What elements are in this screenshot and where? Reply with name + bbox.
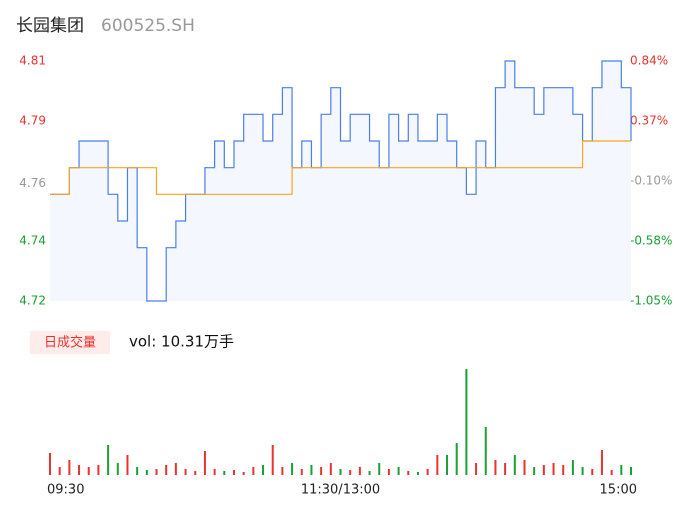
y-tick-label: 4.72 — [19, 294, 46, 308]
volume-bar — [620, 465, 623, 475]
volume-bar — [58, 467, 61, 475]
volume-bar — [136, 467, 139, 475]
volume-bar — [397, 467, 400, 475]
volume-bar — [465, 369, 468, 475]
volume-bar — [184, 469, 187, 475]
volume-bar — [155, 469, 158, 475]
volume-bar — [242, 472, 245, 475]
volume-bar — [610, 470, 613, 475]
volume-bar — [475, 463, 478, 475]
volume-bar — [455, 443, 458, 475]
volume-bar — [513, 455, 516, 475]
volume-bar — [49, 453, 51, 475]
volume-bar — [426, 469, 429, 475]
y-tick-label: 4.74 — [19, 234, 46, 248]
volume-bar — [300, 469, 303, 475]
volume-bar — [600, 450, 603, 475]
volume-bar — [320, 467, 323, 475]
volume-bar — [213, 469, 216, 475]
x-tick-label: 11:30/13:00 — [301, 483, 380, 498]
volume-bar — [203, 451, 206, 475]
volume-bar — [349, 470, 352, 475]
volume-bar — [552, 463, 555, 475]
volume-bar — [78, 465, 81, 475]
volume-bar — [107, 445, 110, 475]
volume-bar — [194, 471, 197, 475]
volume-bar — [262, 465, 265, 475]
volume-total: vol: 10.31万手 — [129, 333, 234, 351]
volume-bar — [291, 463, 294, 475]
volume-bar — [252, 467, 255, 475]
volume-bar — [87, 467, 90, 475]
x-tick-label: 09:30 — [47, 483, 84, 498]
volume-bar — [339, 469, 342, 475]
volume-bar — [562, 465, 565, 475]
volume-bar — [436, 455, 439, 475]
y-tick-label: 4.81 — [19, 54, 46, 68]
x-tick-label: 15:00 — [600, 483, 637, 498]
volume-bar — [581, 467, 584, 475]
volume-bar — [494, 460, 497, 475]
price-line — [50, 60, 632, 302]
volume-bar — [416, 472, 419, 475]
volume-bar — [630, 467, 632, 475]
volume-bar — [329, 463, 332, 475]
volume-bar — [387, 469, 390, 475]
price-area — [50, 61, 631, 301]
volume-bar — [542, 465, 545, 475]
volume-bar — [368, 471, 371, 475]
y2-tick-label: 0.84% — [630, 54, 668, 68]
volume-bar — [310, 465, 313, 475]
average-line — [50, 140, 631, 195]
volume-bar — [126, 455, 129, 475]
volume-bar — [165, 465, 168, 475]
volume-bar — [271, 445, 274, 475]
y2-tick-label: 0.37% — [630, 114, 668, 128]
volume-bar — [174, 463, 177, 475]
volume-bar — [591, 469, 594, 475]
volume-bar — [571, 460, 574, 475]
volume-bar — [504, 463, 507, 475]
y-tick-label: 4.79 — [19, 114, 46, 128]
volume-bar — [116, 463, 119, 475]
volume-badge — [30, 331, 110, 354]
stock-code: 600525.SH — [101, 16, 195, 36]
y2-tick-label: -0.58% — [630, 234, 672, 248]
volume-bar — [281, 467, 284, 475]
y-tick-label: 4.76 — [19, 176, 46, 190]
volume-bar — [407, 471, 410, 475]
volume-badge-label: 日成交量 — [44, 335, 96, 351]
volume-bar — [145, 470, 148, 475]
volume-bar — [378, 463, 381, 475]
volume-bar — [232, 470, 235, 475]
volume-bar — [223, 471, 226, 475]
volume-bar — [97, 465, 100, 475]
volume-bar — [68, 460, 71, 475]
volume-bar — [533, 467, 536, 475]
y2-tick-label: -0.10% — [630, 174, 672, 188]
stock-name: 长园集团 — [16, 16, 84, 36]
y2-tick-label: -1.05% — [630, 294, 672, 308]
volume-bar — [484, 427, 487, 475]
volume-bar — [446, 455, 449, 475]
volume-bar — [523, 460, 526, 475]
volume-bar — [358, 467, 361, 475]
